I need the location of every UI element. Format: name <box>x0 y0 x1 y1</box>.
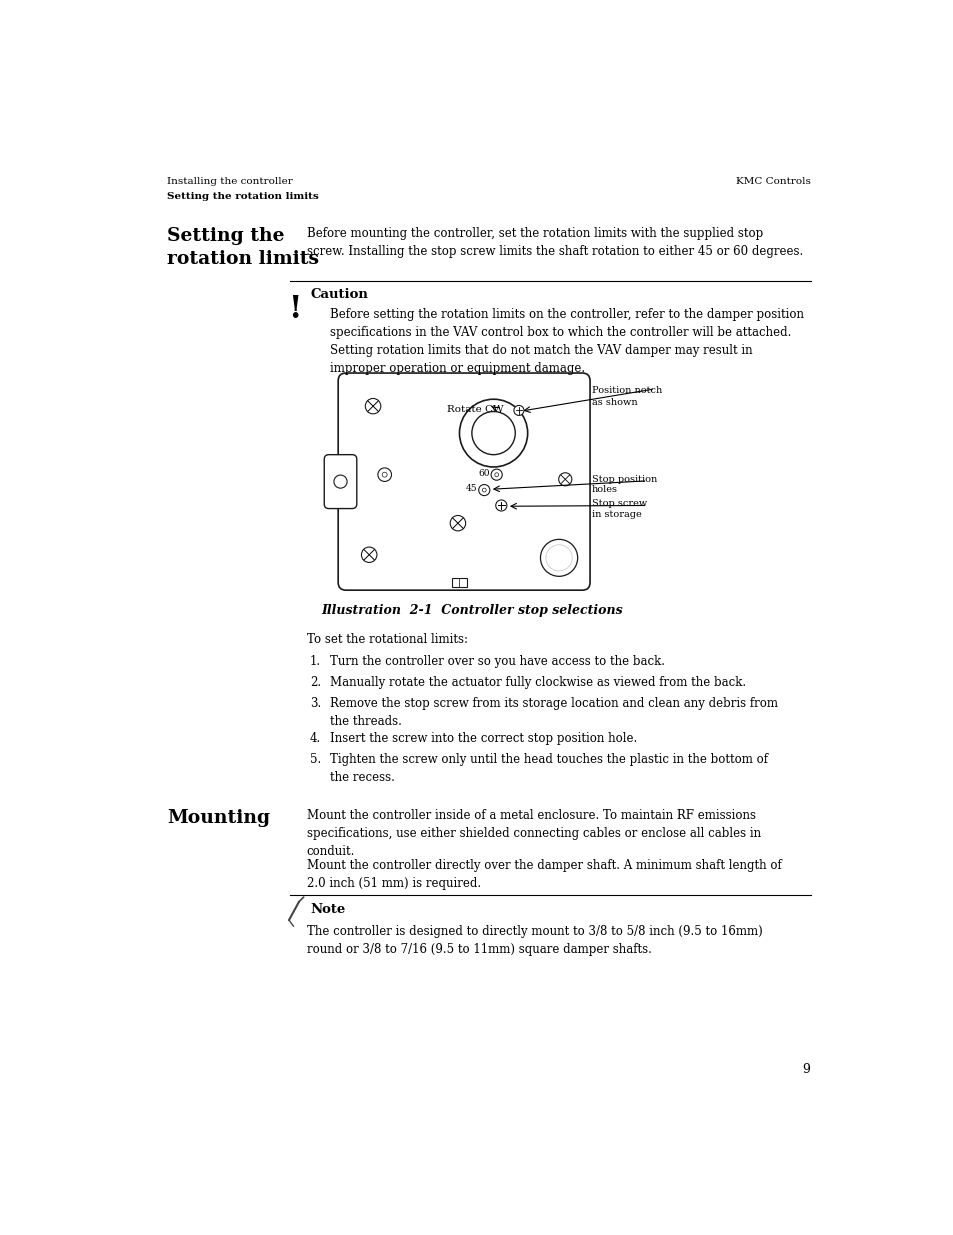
Text: 1.: 1. <box>310 655 321 668</box>
Text: 9: 9 <box>801 1063 810 1076</box>
Text: in storage: in storage <box>591 510 640 519</box>
Circle shape <box>450 515 465 531</box>
Circle shape <box>478 484 489 495</box>
Text: Before mounting the controller, set the rotation limits with the supplied stop
s: Before mounting the controller, set the … <box>307 227 802 258</box>
Circle shape <box>361 547 376 562</box>
Text: Rotate CW: Rotate CW <box>447 405 503 415</box>
Text: Tighten the screw only until the head touches the plastic in the bottom of
the r: Tighten the screw only until the head to… <box>330 753 767 783</box>
Circle shape <box>540 540 578 577</box>
FancyBboxPatch shape <box>337 373 590 590</box>
Text: 60: 60 <box>477 468 489 478</box>
Text: Illustration  2-1  Controller stop selections: Illustration 2-1 Controller stop selecti… <box>321 604 622 618</box>
Text: KMC Controls: KMC Controls <box>735 178 810 186</box>
Circle shape <box>495 473 498 477</box>
Text: Mount the controller directly over the damper shaft. A minimum shaft length of
2: Mount the controller directly over the d… <box>307 858 781 889</box>
Text: 45: 45 <box>465 484 476 493</box>
Circle shape <box>382 472 387 477</box>
Text: Insert the screw into the correct stop position hole.: Insert the screw into the correct stop p… <box>330 732 637 745</box>
Text: Stop position: Stop position <box>591 474 657 484</box>
Circle shape <box>377 468 391 482</box>
Circle shape <box>545 545 572 571</box>
Circle shape <box>491 469 501 480</box>
Text: To set the rotational limits:: To set the rotational limits: <box>307 634 467 646</box>
Text: Installing the controller: Installing the controller <box>167 178 293 186</box>
Circle shape <box>558 473 571 485</box>
Text: Mount the controller inside of a metal enclosure. To maintain RF emissions
speci: Mount the controller inside of a metal e… <box>307 809 760 858</box>
Text: Caution: Caution <box>311 288 368 301</box>
Text: 2.: 2. <box>310 676 321 689</box>
Text: Manually rotate the actuator fully clockwise as viewed from the back.: Manually rotate the actuator fully clock… <box>330 676 745 689</box>
Text: Before setting the rotation limits on the controller, refer to the damper positi: Before setting the rotation limits on th… <box>330 308 803 374</box>
Text: Mounting: Mounting <box>167 809 270 827</box>
Text: Note: Note <box>311 903 346 916</box>
Text: as shown: as shown <box>591 398 637 408</box>
FancyBboxPatch shape <box>452 578 467 587</box>
FancyBboxPatch shape <box>324 454 356 509</box>
Text: Remove the stop screw from its storage location and clean any debris from
the th: Remove the stop screw from its storage l… <box>330 698 778 727</box>
Text: The controller is designed to directly mount to 3/8 to 5/8 inch (9.5 to 16mm)
ro: The controller is designed to directly m… <box>307 925 761 956</box>
Circle shape <box>496 500 506 511</box>
Circle shape <box>365 399 380 414</box>
Text: Setting the rotation limits: Setting the rotation limits <box>167 193 318 201</box>
Text: 3.: 3. <box>310 698 321 710</box>
Text: 4.: 4. <box>310 732 321 745</box>
Circle shape <box>459 399 527 467</box>
Circle shape <box>334 475 347 488</box>
Text: holes: holes <box>591 485 617 494</box>
Circle shape <box>472 411 515 454</box>
Circle shape <box>482 488 486 492</box>
Text: Stop screw: Stop screw <box>591 499 646 509</box>
Text: Position notch: Position notch <box>591 385 661 395</box>
Text: Turn the controller over so you have access to the back.: Turn the controller over so you have acc… <box>330 655 664 668</box>
Text: !: ! <box>288 294 301 325</box>
Text: Setting the
rotation limits: Setting the rotation limits <box>167 227 319 268</box>
Text: 5.: 5. <box>310 753 321 766</box>
Circle shape <box>514 405 523 415</box>
